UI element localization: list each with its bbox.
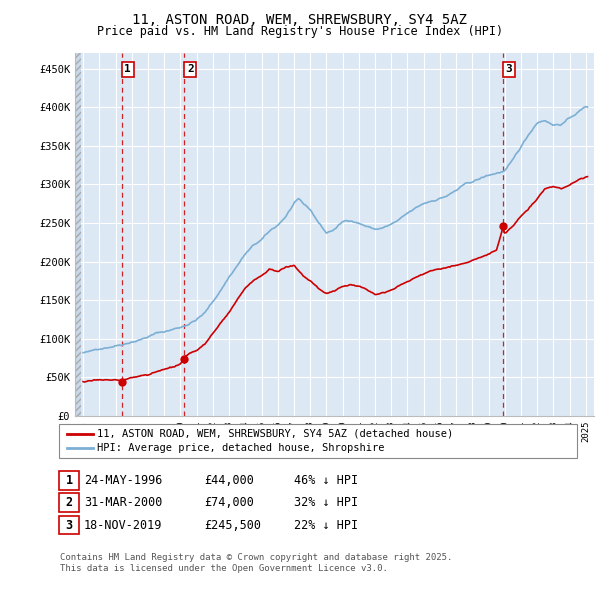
Text: 46% ↓ HPI: 46% ↓ HPI [294,474,358,487]
Text: £245,500: £245,500 [204,519,261,532]
Text: 32% ↓ HPI: 32% ↓ HPI [294,496,358,509]
Text: 3: 3 [65,519,73,532]
Text: 2: 2 [65,496,73,509]
Text: 3: 3 [505,64,512,74]
Text: 2: 2 [187,64,194,74]
Text: £74,000: £74,000 [204,496,254,509]
Text: £44,000: £44,000 [204,474,254,487]
Text: Price paid vs. HM Land Registry's House Price Index (HPI): Price paid vs. HM Land Registry's House … [97,25,503,38]
Text: 1: 1 [65,474,73,487]
Text: 22% ↓ HPI: 22% ↓ HPI [294,519,358,532]
Text: HPI: Average price, detached house, Shropshire: HPI: Average price, detached house, Shro… [97,443,385,453]
Text: 1: 1 [124,64,131,74]
Text: 11, ASTON ROAD, WEM, SHREWSBURY, SY4 5AZ: 11, ASTON ROAD, WEM, SHREWSBURY, SY4 5AZ [133,13,467,27]
Text: Contains HM Land Registry data © Crown copyright and database right 2025.
This d: Contains HM Land Registry data © Crown c… [60,553,452,573]
Text: 31-MAR-2000: 31-MAR-2000 [84,496,163,509]
Text: 11, ASTON ROAD, WEM, SHREWSBURY, SY4 5AZ (detached house): 11, ASTON ROAD, WEM, SHREWSBURY, SY4 5AZ… [97,429,454,439]
Text: 18-NOV-2019: 18-NOV-2019 [84,519,163,532]
Text: 24-MAY-1996: 24-MAY-1996 [84,474,163,487]
